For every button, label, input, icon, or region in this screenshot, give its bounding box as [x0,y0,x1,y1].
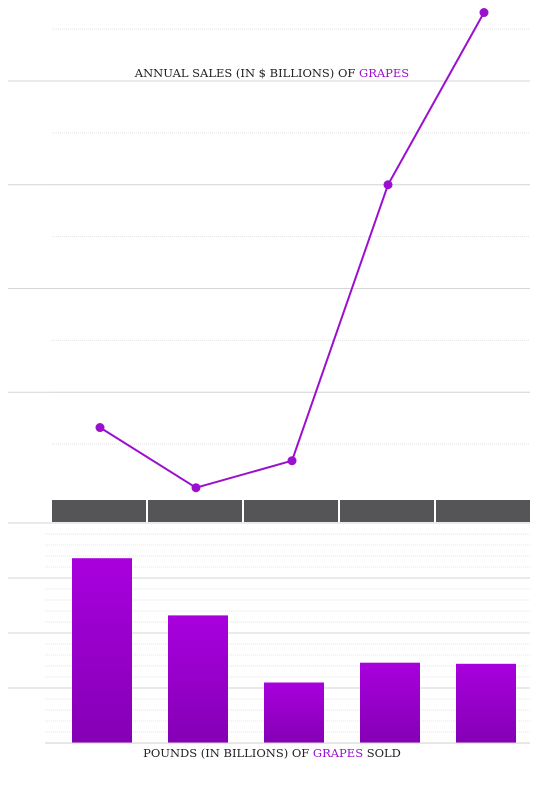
line-chart-point-2009 [95,423,105,433]
bar-2013 [456,663,516,743]
year-band-cell-2013 [436,500,530,522]
year-band-cell-2011 [244,500,338,522]
line-chart-point-2011 [287,456,297,466]
line-chart-gridlines [8,28,530,445]
year-band-cell-2009 [52,500,146,522]
bar-chart-title: POUNDS (IN BILLIONS) OF GRAPES SOLD [143,746,401,760]
year-band-cell-2010 [148,500,242,522]
line-chart-title: ANNUAL SALES (IN $ BILLIONS) OF GRAPES [134,66,410,80]
line-chart-point-2010 [191,483,201,493]
bar-2009 [72,558,132,743]
line-chart-point-2013 [479,8,489,18]
bar-2010 [168,615,228,743]
bar-chart-title-highlight: GRAPES [313,746,363,760]
line-chart-series [95,8,489,493]
year-axis-band [52,500,530,522]
line-chart-point-2012 [383,180,393,190]
line-chart-series-line [99,12,485,489]
line-chart-title-text: ANNUAL SALES (IN $ BILLIONS) OF [134,66,359,80]
bar-2012 [360,662,420,743]
line-chart-title-highlight: GRAPES [359,66,409,80]
bar-chart-title-suffix: SOLD [363,746,401,760]
bar-chart-bars [45,558,530,744]
year-band-cell-2012 [340,500,434,522]
bar-chart-title-text: POUNDS (IN BILLIONS) OF [143,746,313,760]
bar-2011 [264,682,324,743]
